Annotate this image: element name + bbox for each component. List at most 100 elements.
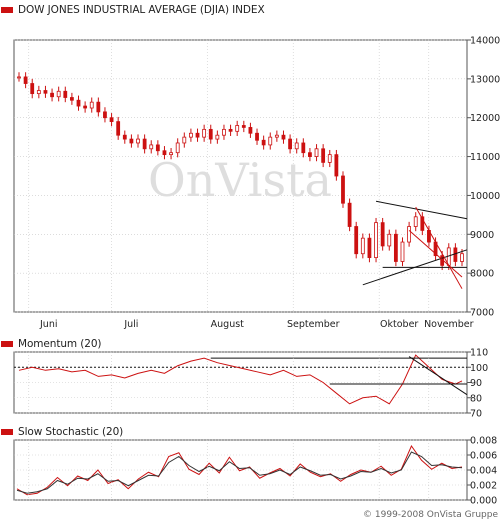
- candle-body: [208, 128, 213, 140]
- momentum-trendline: [408, 356, 468, 396]
- candle-body: [96, 101, 101, 113]
- stochastic-line: [16, 451, 463, 494]
- price-tick-label: 8000: [470, 269, 494, 280]
- candle-body: [50, 92, 54, 98]
- candle-body: [400, 241, 405, 262]
- candle-body: [155, 144, 160, 152]
- candle-body: [195, 132, 200, 138]
- stochastic-tick-label: 0.000: [470, 496, 497, 507]
- momentum-line: [18, 354, 463, 405]
- candle-body: [387, 233, 392, 247]
- candle-body: [63, 90, 68, 98]
- stochastic-tick-label: 0.006: [470, 451, 497, 462]
- price-tick-label: 13000: [470, 74, 500, 85]
- momentum-legend: Momentum (20): [0, 337, 102, 351]
- candle-body: [69, 97, 74, 101]
- candle-body: [89, 101, 94, 109]
- price-tick-label: 9000: [470, 230, 494, 241]
- candle-body: [261, 139, 266, 146]
- x-month-label: September: [287, 319, 340, 330]
- candle-body: [222, 128, 226, 136]
- stochastic-tick-label: 0.004: [470, 466, 497, 477]
- candle-body: [327, 154, 332, 163]
- candle-body: [116, 121, 121, 136]
- price-tick-label: 14000: [470, 36, 500, 47]
- legend-swatch: [1, 7, 13, 13]
- momentum-tick-label: 110: [470, 348, 488, 359]
- candle-body: [17, 76, 21, 79]
- stochastic-tick-label: 0.002: [470, 481, 497, 492]
- candle-body: [142, 138, 147, 150]
- price-tick-label: 12000: [470, 113, 500, 124]
- candle-body: [460, 253, 464, 262]
- candle-body: [347, 202, 352, 227]
- momentum-tick-label: 100: [470, 363, 488, 374]
- main-chart-title: DOW JONES INDUSTRIAL AVERAGE (DJIA) INDE…: [18, 4, 265, 16]
- candle-body: [169, 152, 173, 156]
- candle-body: [43, 90, 48, 94]
- candle-body: [268, 136, 273, 146]
- candle-body: [255, 132, 259, 141]
- momentum-tick-label: 70: [470, 409, 482, 420]
- stochastic-tick-label: 0.008: [470, 436, 497, 447]
- candle-body: [374, 222, 378, 258]
- candle-body: [274, 134, 279, 138]
- candle-body: [56, 90, 61, 98]
- candle-body: [413, 216, 418, 227]
- candle-body: [83, 105, 88, 109]
- main-chart-legend: DOW JONES INDUSTRIAL AVERAGE (DJIA) INDE…: [0, 3, 265, 17]
- momentum-tick-label: 90: [470, 378, 482, 389]
- candle-body: [281, 134, 286, 140]
- trend-line-upper: [375, 200, 468, 220]
- candle-body: [215, 134, 220, 140]
- candle-body: [341, 175, 345, 204]
- x-month-label: Oktober: [380, 319, 418, 330]
- trend-channel-upper: [415, 206, 463, 289]
- candle-body: [453, 247, 458, 262]
- candle-body: [136, 138, 140, 144]
- candle-body: [360, 237, 365, 255]
- price-tick-label: 10000: [470, 191, 500, 202]
- candle-body: [109, 117, 114, 123]
- x-month-label: Juni: [39, 319, 57, 330]
- stochastic-title: Slow Stochastic (20): [18, 426, 124, 438]
- candle-body: [202, 128, 207, 138]
- candle-body: [288, 138, 292, 150]
- candle-body: [30, 83, 35, 95]
- candle-body: [235, 125, 240, 132]
- candle-body: [129, 138, 134, 144]
- candle-body: [301, 142, 306, 154]
- stochastic-legend: Slow Stochastic (20): [0, 425, 123, 439]
- price-tick-label: 7000: [470, 308, 494, 319]
- trend-channel-lower: [408, 230, 463, 278]
- candle-body: [334, 154, 339, 177]
- x-month-label: Juli: [123, 319, 138, 330]
- candle-body: [103, 111, 107, 119]
- candle-body: [175, 142, 180, 154]
- candle-body: [23, 76, 28, 84]
- price-tick-label: 11000: [470, 152, 500, 163]
- candle-body: [380, 222, 385, 247]
- momentum-title: Momentum (20): [18, 338, 102, 350]
- momentum-frame: [13, 351, 468, 414]
- watermark-text: OnVista: [148, 153, 332, 207]
- candle-body: [407, 226, 412, 243]
- candle-body: [354, 226, 359, 255]
- price-frame: [13, 39, 468, 313]
- candle-body: [228, 128, 233, 132]
- candle-body: [308, 152, 312, 157]
- candle-body: [294, 142, 299, 150]
- candle-body: [122, 134, 127, 140]
- candle-body: [189, 132, 193, 138]
- momentum-tick-label: 80: [470, 393, 482, 404]
- candle-body: [162, 150, 167, 156]
- candle-body: [420, 216, 425, 231]
- legend-swatch: [1, 341, 13, 347]
- candle-body: [314, 148, 319, 157]
- candle-body: [321, 148, 326, 163]
- candle-body: [76, 99, 81, 107]
- candle-body: [248, 127, 253, 134]
- x-month-label: November: [424, 319, 474, 330]
- candle-body: [393, 233, 398, 262]
